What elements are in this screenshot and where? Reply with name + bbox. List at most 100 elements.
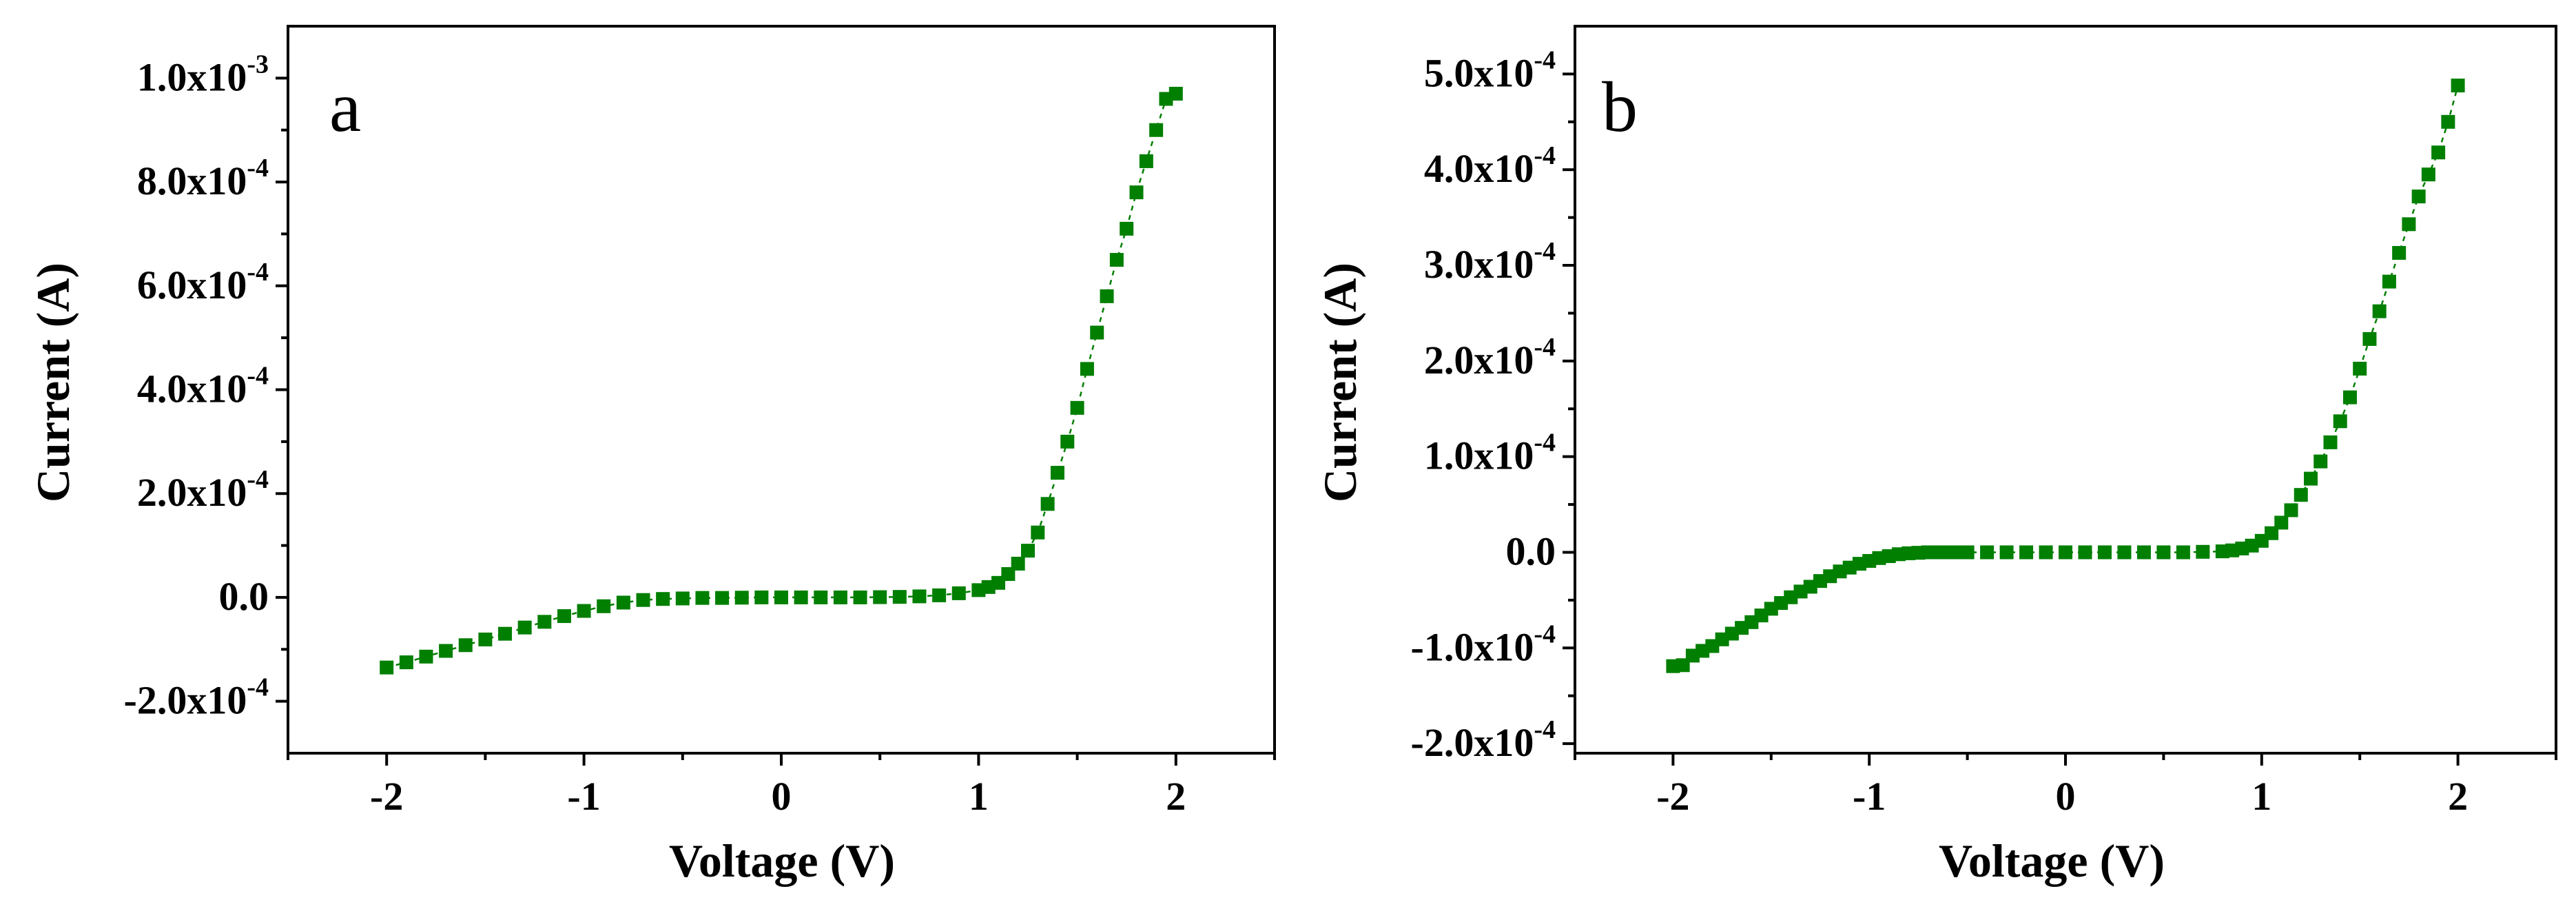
data-point (1109, 253, 1124, 267)
y-tick-exponent: -4 (247, 673, 269, 702)
data-point (2314, 454, 2328, 469)
data-point (597, 599, 611, 613)
y-tick-mantissa: 1.0x10 (137, 54, 247, 99)
x-tick-label: 0 (772, 774, 792, 819)
data-point (853, 590, 867, 604)
data-point (636, 593, 650, 607)
series-line (1673, 85, 2459, 667)
y-tick-label: 4.0x10-4 (1424, 141, 1556, 191)
panel-label: a (329, 68, 361, 147)
y-tick-label: 2.0x10-4 (1424, 333, 1556, 382)
data-point (2039, 545, 2053, 560)
data-point (1149, 123, 1164, 137)
y-tick-mantissa: 4.0x10 (137, 367, 247, 411)
data-point (1060, 434, 1075, 449)
data-point (577, 604, 591, 618)
data-point (2362, 331, 2377, 346)
data-point (2019, 545, 2034, 560)
data-point (517, 620, 532, 635)
data-point (399, 655, 413, 670)
data-point (1080, 362, 1094, 376)
data-point (2078, 545, 2092, 560)
y-tick-mantissa: -2.0x10 (124, 678, 247, 723)
y-axis-title: Current (A) (1314, 263, 1366, 502)
x-tick-label: 1 (2252, 774, 2271, 819)
y-tick-label: -2.0x10-4 (1411, 715, 1556, 765)
data-point (656, 592, 670, 606)
y-tick-mantissa: 6.0x10 (137, 263, 247, 307)
data-point (380, 660, 394, 675)
data-point (2421, 167, 2435, 182)
series-line (386, 92, 1177, 668)
x-axis-title: Voltage (V) (1939, 835, 2165, 887)
data-point (794, 590, 808, 604)
x-tick-label: -2 (370, 774, 403, 819)
data-point (1999, 545, 2014, 560)
data-point (2451, 79, 2465, 93)
data-point (873, 590, 887, 604)
data-point (2372, 304, 2387, 318)
y-tick-exponent: -4 (1534, 715, 1556, 744)
x-tick-label: 1 (969, 774, 989, 819)
data-point (478, 632, 493, 646)
y-tick-label: 0.0 (1506, 529, 1556, 573)
y-tick-label: 8.0x10-4 (137, 154, 269, 203)
y-tick-label: 0.0 (219, 574, 269, 619)
data-point (2176, 545, 2190, 560)
x-tick-label: -1 (567, 774, 600, 819)
data-point (2392, 245, 2407, 260)
y-tick-mantissa: 0.0 (219, 574, 269, 619)
data-point (715, 591, 730, 605)
y-tick-mantissa: -2.0x10 (1411, 720, 1534, 765)
data-point (2382, 274, 2396, 289)
y-tick-mantissa: -1.0x10 (1411, 624, 1534, 669)
data-point (2284, 503, 2298, 518)
data-point (1168, 86, 1183, 101)
data-point (675, 591, 690, 606)
data-point (2274, 515, 2289, 530)
y-tick-label: 2.0x10-4 (137, 465, 269, 515)
data-point (1960, 545, 1975, 560)
data-point (439, 644, 453, 658)
data-point (2294, 488, 2308, 502)
data-point (1070, 400, 1084, 415)
data-point (1129, 185, 1144, 200)
chart-panel-b: Current (A) Voltage (V) -2 -1 0 1 2-2.0x10-4… (1314, 25, 2557, 887)
data-point (2441, 114, 2455, 129)
data-point (2196, 544, 2210, 559)
data-point (2156, 545, 2171, 560)
panel-label: b (1602, 68, 1638, 147)
data-point (2265, 526, 2279, 540)
data-point (1021, 544, 1035, 558)
data-point (754, 590, 769, 604)
data-point (912, 589, 927, 604)
data-point (695, 591, 710, 605)
y-tick-label: -2.0x10-4 (124, 673, 269, 723)
data-point (1040, 497, 1055, 511)
data-point (1120, 221, 1134, 236)
data-point (458, 638, 473, 653)
data-point (774, 590, 788, 604)
y-tick-label: 4.0x10-4 (137, 362, 269, 411)
y-tick-label: 6.0x10-4 (137, 258, 269, 307)
data-point (1011, 556, 1025, 571)
data-point (2136, 545, 2151, 560)
y-tick-exponent: -4 (247, 258, 269, 287)
y-tick-mantissa: 3.0x10 (1424, 242, 1534, 287)
y-tick-exponent: -4 (247, 465, 269, 494)
data-point (892, 590, 907, 604)
y-tick-label: 1.0x10-4 (1424, 429, 1556, 478)
y-tick-mantissa: 4.0x10 (1424, 146, 1534, 191)
x-axis-title: Voltage (V) (669, 835, 895, 887)
y-tick-exponent: -4 (247, 154, 269, 183)
data-point (2431, 145, 2446, 160)
y-tick-mantissa: 1.0x10 (1424, 433, 1534, 478)
data-point (616, 595, 630, 610)
y-tick-label: -1.0x10-4 (1411, 620, 1556, 669)
x-tick-label: -1 (1853, 774, 1886, 819)
data-point (1090, 325, 1104, 340)
data-point (2304, 471, 2318, 486)
data-point (951, 586, 966, 600)
data-point (498, 626, 513, 641)
